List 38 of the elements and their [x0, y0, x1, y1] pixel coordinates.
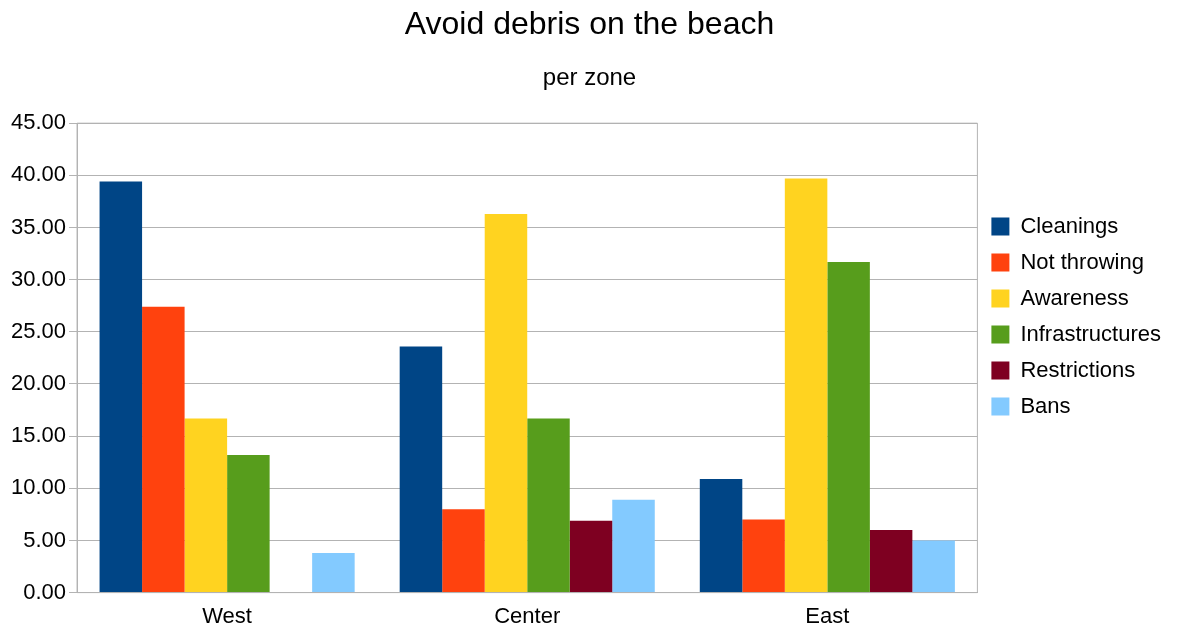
x-tick-label: West — [202, 602, 252, 628]
bar — [312, 552, 355, 593]
y-tick-label: 45.00 — [10, 109, 67, 135]
legend-label: Infrastructures — [1020, 320, 1161, 346]
bar — [442, 509, 485, 593]
y-tick-label: 5.00 — [23, 526, 67, 552]
y-tick-label: 35.00 — [10, 213, 67, 239]
legend-label: Bans — [1020, 392, 1071, 418]
y-tick-label: 10.00 — [10, 474, 67, 500]
y-tick-label: 15.00 — [10, 422, 67, 448]
y-tick-label: 25.00 — [10, 317, 67, 343]
legend-label: Restrictions — [1020, 356, 1136, 382]
y-tick-label: 40.00 — [10, 161, 67, 187]
bar — [827, 261, 870, 593]
bar — [227, 454, 270, 593]
legend-label: Not throwing — [1020, 248, 1144, 274]
bar — [742, 519, 785, 593]
bar — [184, 418, 228, 593]
chart-title: Avoid debris on the beach — [404, 5, 775, 42]
bar — [527, 418, 570, 593]
bar — [869, 530, 913, 593]
y-tick-label: 0.00 — [23, 578, 67, 604]
bar — [484, 213, 528, 593]
x-tick-label: East — [805, 602, 850, 628]
bar — [99, 181, 143, 593]
bar — [569, 520, 613, 593]
bar — [142, 306, 185, 593]
bar — [784, 178, 828, 593]
bar — [399, 346, 443, 593]
bar — [699, 478, 743, 593]
legend-label: Awareness — [1020, 284, 1129, 310]
bar — [912, 540, 955, 593]
chart-subtitle: per zone — [542, 63, 637, 91]
x-tick-label: Center — [494, 602, 561, 628]
y-tick-label: 20.00 — [10, 370, 67, 396]
bar — [612, 499, 655, 593]
y-tick-label: 30.00 — [10, 265, 67, 291]
legend-label: Cleanings — [1020, 212, 1119, 238]
